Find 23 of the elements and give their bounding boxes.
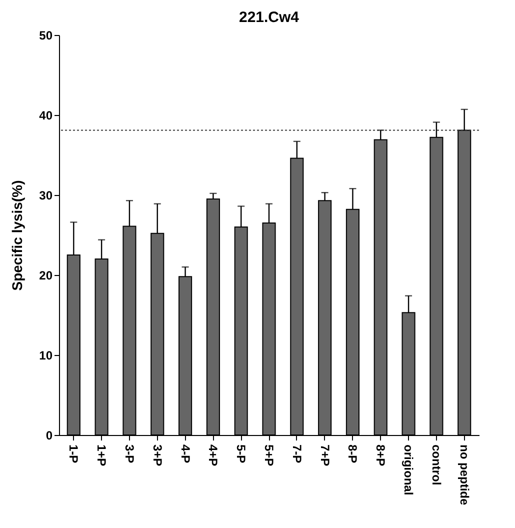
x-tick-label: 1+P — [94, 444, 109, 466]
y-tick-label: 20 — [39, 268, 53, 282]
x-tick-label: 5+P — [262, 444, 276, 466]
x-tick-label: origional — [402, 444, 416, 496]
y-tick-label: 10 — [39, 348, 53, 362]
chart-title: 221.Cw4 — [238, 9, 300, 26]
x-tick-label: 1-P — [66, 444, 81, 464]
x-tick-label: 7-P — [290, 444, 304, 464]
x-tick-label: 3-P — [122, 444, 136, 464]
x-tick-label: 4+P — [206, 444, 220, 466]
y-tick-label: 30 — [39, 188, 53, 202]
x-tick-label: 8+P — [374, 444, 388, 466]
x-tick-label: control — [429, 444, 444, 486]
x-tick-label: 7+P — [318, 444, 332, 466]
x-tick-label: 3+P — [150, 444, 164, 466]
x-tick-label: 8-P — [346, 444, 360, 464]
y-tick-label: 50 — [39, 28, 53, 42]
y-axis-title: Specific lysis(%) — [9, 180, 26, 291]
x-tick-label: 5-P — [234, 444, 248, 464]
y-tick-label: 40 — [39, 108, 53, 122]
y-tick-label: 0 — [46, 428, 53, 442]
x-tick-label: 4-P — [178, 444, 192, 464]
x-tick-label: no peptide — [457, 444, 472, 506]
